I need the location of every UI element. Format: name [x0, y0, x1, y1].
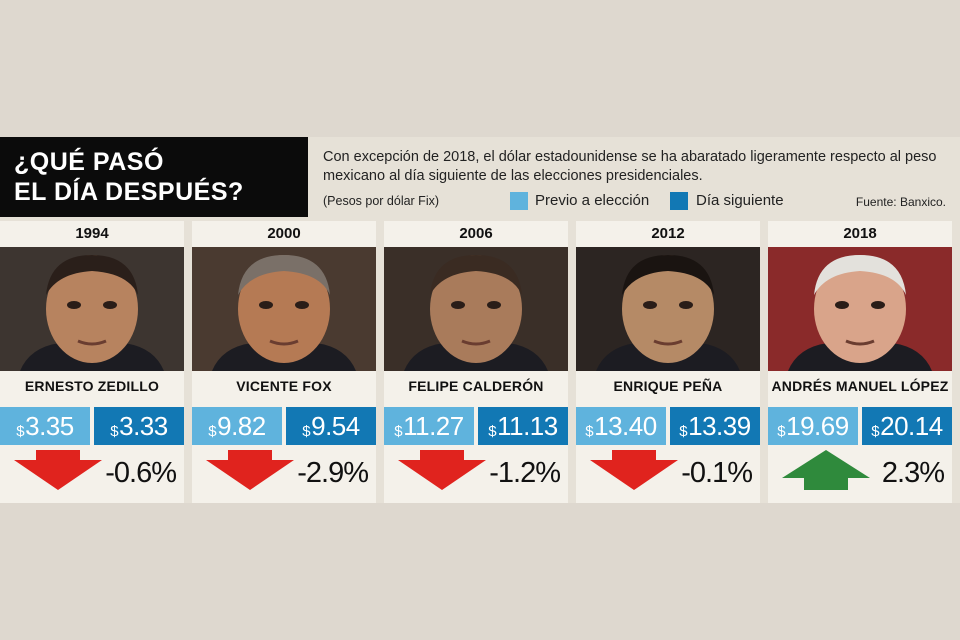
currency-symbol: $: [777, 423, 786, 440]
portrait-photo: [0, 247, 184, 371]
source-note: Fuente: Banxico.: [856, 195, 946, 209]
candidate-name: ANDRÉS MANUEL LÓPEZ: [771, 378, 949, 394]
value-previo: $3.35: [0, 407, 90, 445]
candidate-name: ERNESTO ZEDILLO: [24, 378, 160, 394]
panel-2000: 2000 VICENTE FOX $9.82 $9.54 -2.9%: [192, 221, 376, 503]
value-number: 13.39: [688, 411, 751, 441]
panel-2012: 2012 ENRIQUE PEÑA $13.40 $13.39 -0.1%: [576, 221, 760, 503]
currency-symbol: $: [110, 423, 119, 440]
source-label: Fuente:: [855, 195, 897, 209]
value-number: 11.27: [403, 411, 464, 441]
change-percent: -0.6%: [105, 457, 177, 489]
year-label: 2012: [651, 225, 685, 242]
currency-symbol: $: [679, 423, 688, 440]
arrow-down-icon: [398, 450, 486, 490]
value-previo: $9.82: [192, 407, 282, 445]
panel-1994: 1994 ERNESTO ZEDILLO $3.35 $3.33 -0.6%: [0, 221, 184, 503]
source-value: Banxico.: [899, 195, 946, 209]
panel-2006: 2006 FELIPE CALDERÓN $11.27 $11.13 -1.2%: [384, 221, 568, 503]
value-number: 3.33: [119, 411, 168, 441]
arrow-up-icon: [782, 450, 870, 490]
candidate-name: VICENTE FOX: [236, 378, 332, 394]
year-label: 2006: [459, 225, 493, 242]
change-percent: -2.9%: [297, 457, 369, 489]
candidate-name: ENRIQUE PEÑA: [613, 378, 723, 394]
currency-symbol: $: [208, 423, 217, 440]
year-label: 2000: [267, 225, 301, 242]
portrait-photo: [192, 247, 376, 371]
arrow-down-icon: [590, 450, 678, 490]
value-number: 11.13: [497, 411, 558, 441]
value-previo: $13.40: [576, 407, 666, 445]
value-previo: $19.69: [768, 407, 858, 445]
title-line-2: EL DÍA DESPUÉS?: [14, 178, 244, 206]
currency-symbol: $: [871, 423, 880, 440]
candidate-name: FELIPE CALDERÓN: [408, 378, 544, 394]
year-label: 2018: [843, 225, 877, 242]
change-percent: -0.1%: [681, 457, 753, 489]
panel-2018: 2018 ANDRÉS MANUEL LÓPEZ $19.69 $20.14 2.3%: [768, 221, 952, 503]
currency-symbol: $: [488, 423, 497, 440]
arrow-down-icon: [206, 450, 294, 490]
currency-symbol: $: [394, 423, 403, 440]
value-siguiente: $9.54: [286, 407, 376, 445]
legend-swatch-siguiente: [670, 192, 688, 210]
infographic-card: ¿QUÉ PASÓ EL DÍA DESPUÉS? Con excepción …: [0, 137, 960, 503]
legend-label-previo: Previo a elección: [535, 192, 650, 209]
currency-symbol: $: [585, 423, 594, 440]
value-number: 9.82: [217, 411, 266, 441]
unit-note: (Pesos por dólar Fix): [323, 194, 440, 208]
arrow-down-icon: [14, 450, 102, 490]
value-number: 9.54: [311, 411, 360, 441]
value-number: 3.35: [25, 411, 74, 441]
currency-symbol: $: [16, 423, 25, 440]
legend-swatch-previo: [510, 192, 528, 210]
title-line-1: ¿QUÉ PASÓ: [14, 148, 164, 176]
title-box: ¿QUÉ PASÓ EL DÍA DESPUÉS?: [0, 137, 308, 217]
portrait-photo: [384, 247, 568, 371]
value-number: 19.69: [786, 411, 849, 441]
value-number: 13.40: [594, 411, 657, 441]
portrait-photo: [576, 247, 760, 371]
currency-symbol: $: [302, 423, 311, 440]
change-percent: 2.3%: [881, 457, 945, 489]
description: Con excepción de 2018, el dólar estadoun…: [323, 149, 937, 184]
legend-label-siguiente: Día siguiente: [696, 192, 784, 209]
value-siguiente: $20.14: [862, 407, 952, 445]
value-siguiente: $3.33: [94, 407, 184, 445]
value-siguiente: $11.13: [478, 407, 568, 445]
year-label: 1994: [75, 225, 109, 242]
value-previo: $11.27: [384, 407, 474, 445]
change-percent: -1.2%: [489, 457, 561, 489]
value-number: 20.14: [880, 411, 943, 441]
portrait-photo: [768, 247, 952, 371]
value-siguiente: $13.39: [670, 407, 760, 445]
